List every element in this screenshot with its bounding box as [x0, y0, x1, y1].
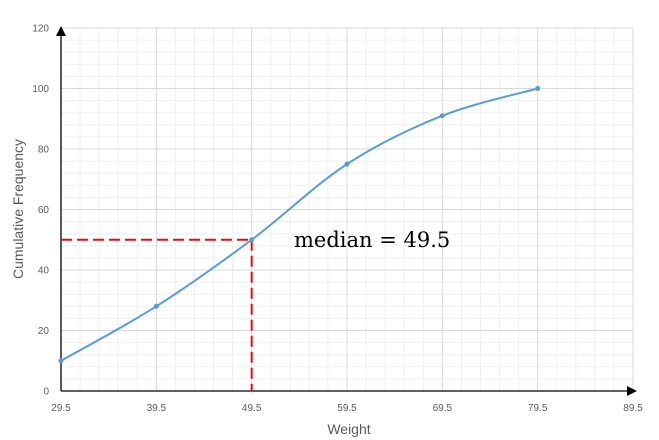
x-tick-label: 89.5 — [623, 403, 643, 414]
y-tick-labels: 0 20 40 60 80 100 120 — [32, 24, 49, 398]
y-tick-label: 100 — [32, 84, 49, 95]
y-axis-title: Cumulative Frequency — [10, 139, 26, 279]
data-point — [344, 161, 350, 167]
data-point — [153, 303, 159, 309]
axes — [56, 26, 637, 396]
x-tick-label: 29.5 — [51, 403, 71, 414]
x-axis-arrow-icon — [627, 386, 637, 396]
y-tick-label: 80 — [38, 145, 50, 156]
median-annotation: median = 49.5 — [294, 228, 450, 252]
series-layer — [58, 86, 541, 364]
x-tick-label: 69.5 — [433, 403, 453, 414]
x-tick-label: 59.5 — [337, 403, 357, 414]
y-tick-label: 120 — [32, 24, 49, 35]
major-gridlines — [60, 27, 634, 392]
x-tick-label: 79.5 — [528, 403, 548, 414]
y-tick-label: 60 — [38, 205, 50, 216]
series-line — [60, 87, 538, 362]
x-tick-label: 39.5 — [147, 403, 167, 414]
data-point — [58, 358, 64, 364]
median-guides — [61, 238, 253, 391]
x-axis-title: Weight — [327, 421, 370, 437]
data-point — [535, 86, 541, 91]
y-axis-arrow-icon — [56, 26, 66, 36]
data-point — [439, 113, 445, 119]
y-tick-label: 40 — [38, 266, 50, 277]
data-point — [249, 237, 255, 243]
y-tick-label: 0 — [43, 387, 49, 398]
y-tick-label: 20 — [38, 326, 50, 337]
x-tick-label: 49.5 — [242, 403, 262, 414]
x-tick-labels: 29.5 39.5 49.5 59.5 69.5 79.5 89.5 — [51, 403, 643, 414]
